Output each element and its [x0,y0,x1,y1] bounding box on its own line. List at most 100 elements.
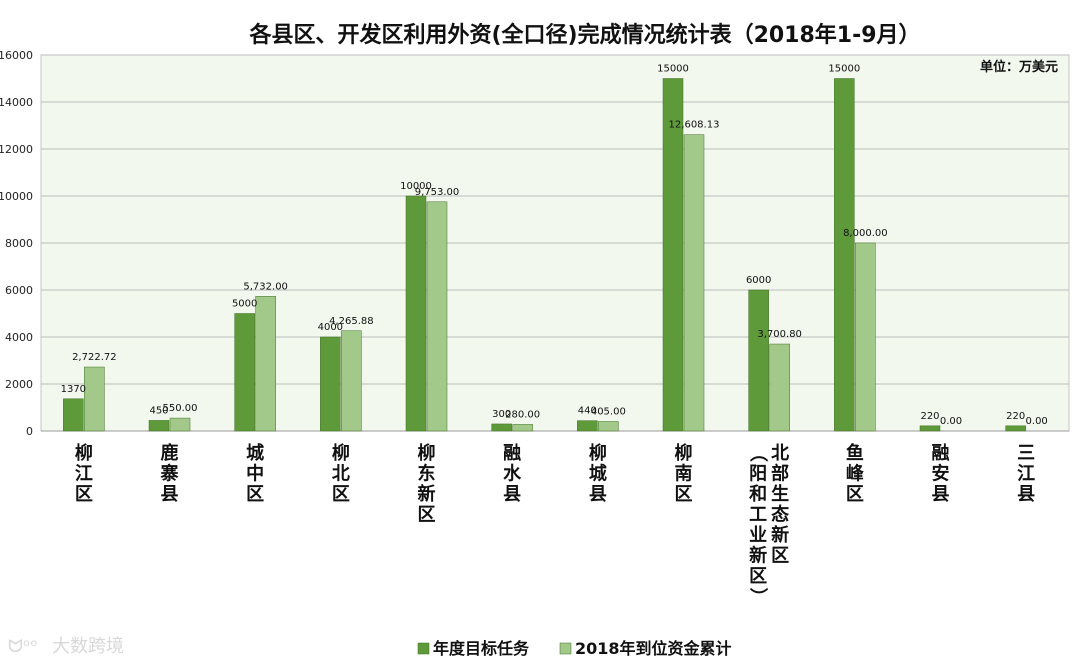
x-tick-char: 寨 [161,463,179,485]
bar [834,78,855,432]
x-tick-char: 柳 [418,442,436,464]
data-label: 5000 [232,299,257,310]
x-tick-char: 东 [418,463,436,485]
bar [255,296,276,432]
x-tick-char: 区 [246,484,264,505]
bar [405,195,427,432]
watermark-logo-icon: ᗢᵒᵒ [8,636,38,657]
x-tick-char: 江 [75,464,93,485]
bar [320,336,341,432]
x-tick-char: 区 [675,484,693,505]
gridlines [41,54,1069,432]
bar [84,366,105,432]
x-tick-char: 部 [771,463,789,485]
x-tick-char: 态 [771,504,789,526]
x-tick-char: 县 [932,484,950,505]
x-tick-label: 三江县 [1017,443,1035,505]
x-tick-char: ） [747,588,768,606]
data-label: 15000 [828,64,860,75]
data-label: 9,753.00 [415,187,460,198]
y-tick-label: 0 [26,425,33,438]
x-tick-char: 县 [1017,484,1035,505]
bar [855,242,876,432]
x-tick-char: 阳 [749,464,767,485]
x-tick-char: 融 [932,443,950,464]
data-label: 10000 [400,181,432,192]
data-label: 0.00 [1026,416,1048,427]
x-tick-char: 中 [246,463,264,485]
x-tick-char: 融 [503,443,521,464]
data-label: 2,722.72 [72,352,117,363]
x-tick-char: 三 [1017,443,1035,464]
y-tick-label: 2000 [5,378,33,391]
x-tick-label: 柳南区 [675,442,693,505]
data-label: 300 [492,409,511,420]
x-tick-label: 城中区 [246,442,264,505]
x-tick-char: 和 [749,484,767,505]
x-tick-char: 生 [771,483,789,505]
x-tick-char: 北 [332,464,350,485]
y-tick-label: 16000 [0,49,33,62]
x-tick-char: 北 [771,443,789,464]
bar [169,417,191,432]
y-tick-label: 4000 [5,331,33,344]
y-tick-label: 6000 [5,284,33,297]
x-tick-char: 区 [418,505,436,526]
x-tick-char: 工 [749,505,767,526]
watermark: ᗢᵒᵒ 大数跨境 [8,636,124,657]
x-tick-char: 区 [75,484,93,505]
data-label: 220 [1006,411,1025,422]
bar [1005,425,1026,432]
x-tick-char: 柳 [75,442,93,464]
x-tick-char: 鹿 [161,442,179,464]
bar [683,134,705,432]
bar [598,421,619,432]
bar [769,343,790,432]
data-label: 220 [920,411,939,422]
x-tick-label: 融水县 [503,443,522,505]
data-label: 4000 [318,322,343,333]
data-label: 280.00 [505,409,540,420]
x-tick-char: 江 [1017,464,1035,485]
data-label: 15000 [657,64,689,75]
legend: 年度目标任务 2018年到位资金累计 [417,639,732,658]
bar [148,420,170,432]
bar [512,424,533,432]
data-label: 8,000.00 [843,228,888,239]
unit-note: 单位：万美元 [980,59,1058,75]
bar [426,201,448,432]
x-axis: 柳江区鹿寨县城中区柳北区柳东新区融水县柳城县柳南区北部生态新区（阳和工业新区）鱼… [75,442,1035,606]
chart-title: 各县区、开发区利用外资(全口径)完成情况统计表（2018年1-9月） [248,22,920,48]
x-tick-label: 柳江区 [75,442,93,505]
data-label: 5,732.00 [243,281,288,292]
x-tick-char: 区 [749,566,767,587]
x-tick-label: 鹿寨县 [161,442,179,505]
x-tick-char: 柳 [675,442,693,464]
legend-label: 年度目标任务 [433,639,530,658]
x-tick-char: 新 [749,545,767,567]
x-tick-char: 城 [246,442,264,464]
bars [63,78,1026,432]
x-tick-char: 柳 [332,442,350,464]
x-tick-label: 柳城县 [589,442,607,505]
data-label: 0.00 [940,416,962,427]
x-tick-label: 鱼峰区 [846,442,865,505]
data-label: 12,608.13 [669,120,720,131]
bar [662,78,684,432]
x-tick-char: 城 [589,463,607,485]
x-tick-char: 鱼 [846,442,864,464]
bar [341,330,362,432]
y-tick-label: 8000 [5,237,33,250]
x-tick-char: 县 [589,484,607,505]
data-label: 405.00 [591,406,626,417]
x-tick-label: 融安县 [932,443,950,505]
data-label: 6000 [746,275,771,286]
x-tick-char: 区 [332,484,350,505]
legend-label: 2018年到位资金累计 [575,639,732,658]
data-label: 550.00 [163,403,198,414]
bar [234,313,255,432]
data-label: 450 [149,405,168,416]
